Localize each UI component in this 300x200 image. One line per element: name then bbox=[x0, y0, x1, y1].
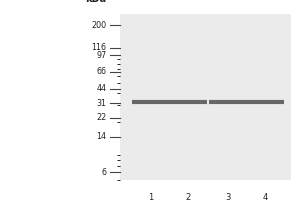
Text: 22: 22 bbox=[96, 113, 106, 122]
Text: 200: 200 bbox=[91, 21, 106, 30]
Text: 44: 44 bbox=[96, 84, 106, 93]
Text: 116: 116 bbox=[91, 43, 106, 52]
Text: 66: 66 bbox=[96, 67, 106, 76]
Text: 14: 14 bbox=[96, 132, 106, 141]
Text: 4: 4 bbox=[263, 193, 268, 200]
Text: kDa: kDa bbox=[85, 0, 106, 4]
Text: 6: 6 bbox=[101, 168, 106, 177]
Text: 97: 97 bbox=[96, 51, 106, 60]
Text: 31: 31 bbox=[96, 99, 106, 108]
Text: 1: 1 bbox=[148, 193, 153, 200]
Text: 2: 2 bbox=[186, 193, 191, 200]
Text: 3: 3 bbox=[225, 193, 230, 200]
